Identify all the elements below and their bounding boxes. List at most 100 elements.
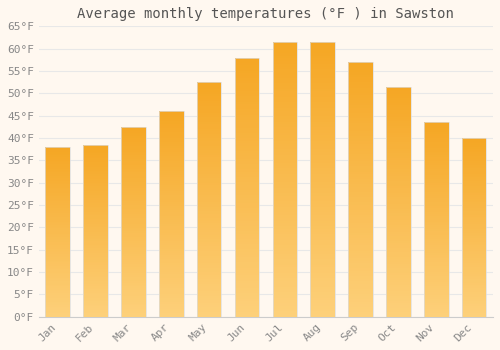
Bar: [121, 216, 146, 218]
Bar: [424, 181, 448, 183]
Bar: [348, 151, 373, 154]
Bar: [310, 215, 335, 218]
Bar: [84, 208, 108, 210]
Bar: [197, 239, 222, 242]
Bar: [386, 227, 410, 229]
Bar: [46, 152, 70, 154]
Bar: [348, 93, 373, 95]
Bar: [348, 266, 373, 268]
Bar: [121, 129, 146, 131]
Bar: [197, 82, 222, 317]
Bar: [348, 212, 373, 215]
Bar: [159, 138, 184, 140]
Bar: [159, 286, 184, 288]
Bar: [234, 312, 260, 314]
Bar: [197, 164, 222, 167]
Bar: [348, 161, 373, 164]
Bar: [386, 158, 410, 160]
Bar: [310, 61, 335, 64]
Bar: [386, 149, 410, 151]
Bar: [272, 190, 297, 193]
Bar: [348, 88, 373, 90]
Bar: [424, 280, 448, 282]
Bar: [462, 192, 486, 194]
Bar: [462, 233, 486, 234]
Bar: [46, 225, 70, 227]
Bar: [424, 301, 448, 303]
Bar: [462, 315, 486, 317]
Bar: [84, 255, 108, 257]
Bar: [272, 314, 297, 317]
Bar: [462, 167, 486, 168]
Bar: [386, 142, 410, 144]
Bar: [386, 140, 410, 142]
Bar: [348, 217, 373, 220]
Bar: [121, 228, 146, 229]
Bar: [386, 202, 410, 204]
Bar: [159, 267, 184, 270]
Bar: [424, 187, 448, 189]
Bar: [234, 250, 260, 252]
Bar: [272, 75, 297, 78]
Bar: [159, 159, 184, 161]
Bar: [197, 183, 222, 186]
Bar: [348, 90, 373, 93]
Bar: [121, 203, 146, 205]
Bar: [121, 309, 146, 311]
Bar: [310, 113, 335, 116]
Bar: [424, 132, 448, 134]
Bar: [234, 159, 260, 161]
Bar: [84, 203, 108, 205]
Bar: [197, 232, 222, 234]
Bar: [46, 154, 70, 155]
Bar: [272, 78, 297, 80]
Bar: [462, 170, 486, 172]
Bar: [310, 42, 335, 317]
Bar: [424, 235, 448, 237]
Bar: [234, 197, 260, 200]
Bar: [234, 213, 260, 216]
Bar: [424, 158, 448, 159]
Bar: [121, 258, 146, 260]
Bar: [46, 300, 70, 301]
Bar: [197, 256, 222, 258]
Bar: [386, 204, 410, 206]
Bar: [462, 224, 486, 226]
Bar: [159, 257, 184, 259]
Bar: [348, 149, 373, 151]
Bar: [84, 248, 108, 250]
Bar: [310, 97, 335, 100]
Bar: [121, 286, 146, 288]
Bar: [234, 280, 260, 283]
Bar: [159, 304, 184, 307]
Bar: [234, 286, 260, 288]
Bar: [462, 213, 486, 215]
Bar: [310, 86, 335, 89]
Bar: [272, 204, 297, 207]
Bar: [424, 222, 448, 224]
Bar: [462, 301, 486, 302]
Bar: [159, 210, 184, 212]
Bar: [159, 255, 184, 257]
Bar: [386, 261, 410, 264]
Bar: [348, 85, 373, 88]
Bar: [121, 262, 146, 264]
Bar: [310, 141, 335, 144]
Bar: [272, 69, 297, 72]
Bar: [272, 229, 297, 232]
Bar: [348, 223, 373, 225]
Bar: [197, 117, 222, 120]
Bar: [46, 179, 70, 181]
Bar: [46, 307, 70, 308]
Bar: [272, 42, 297, 45]
Bar: [46, 211, 70, 213]
Bar: [272, 300, 297, 303]
Bar: [272, 284, 297, 287]
Bar: [272, 152, 297, 155]
Bar: [348, 279, 373, 281]
Bar: [462, 274, 486, 276]
Bar: [46, 229, 70, 230]
Bar: [310, 69, 335, 72]
Bar: [46, 164, 70, 166]
Bar: [121, 302, 146, 303]
